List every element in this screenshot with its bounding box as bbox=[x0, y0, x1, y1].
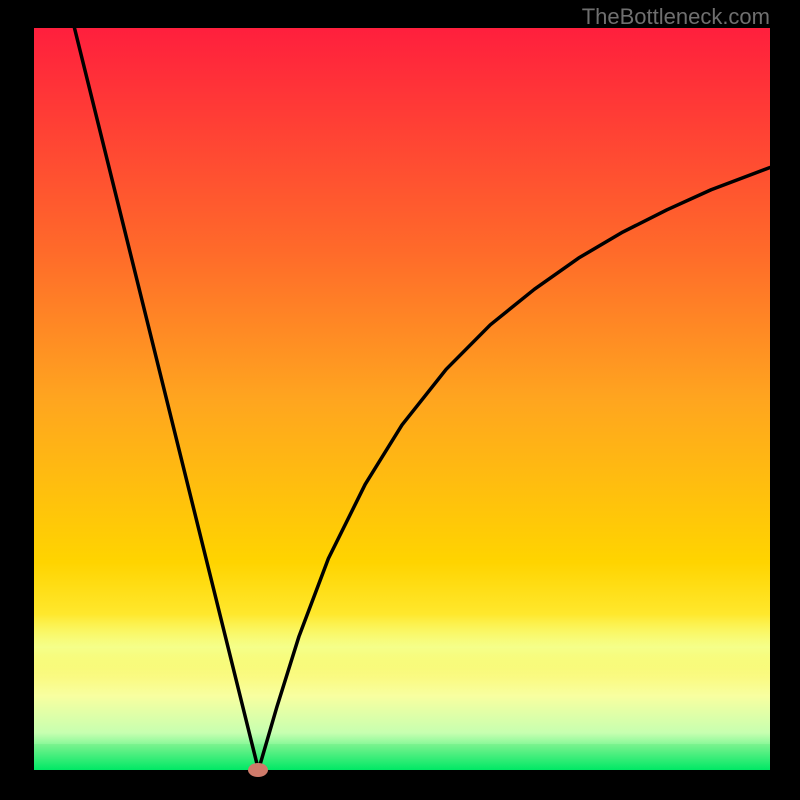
chart-green-strip bbox=[34, 744, 770, 770]
plot-area bbox=[34, 28, 770, 770]
watermark-text: TheBottleneck.com bbox=[582, 4, 770, 30]
chart-pale-yellow-strip bbox=[34, 614, 770, 681]
minimum-point-marker bbox=[248, 763, 268, 777]
chart-frame: TheBottleneck.com bbox=[0, 0, 800, 800]
